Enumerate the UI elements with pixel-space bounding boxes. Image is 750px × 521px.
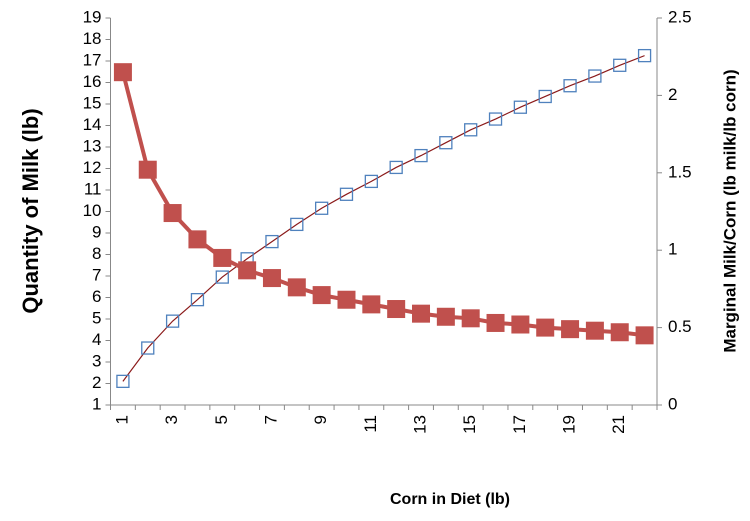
y-tick-label: 13 [83,136,102,155]
marker [364,174,378,189]
marker [610,323,629,342]
marker [163,204,182,223]
marker [116,374,130,389]
marker [563,79,577,93]
marker [414,148,428,163]
y2-tick-label: 1 [668,240,677,259]
y2-tick-label: 2 [668,85,677,104]
marker [585,321,604,340]
series-line [122,55,645,382]
marker [141,341,155,355]
y2-tick-label: 1.5 [668,162,692,181]
marker [588,69,602,83]
marker [511,315,530,334]
marker [238,261,257,280]
x-tick-label: 7 [261,415,280,424]
y-tick-label: 2 [92,373,101,392]
y-tick-label: 8 [92,244,101,263]
x-tick-label: 19 [560,415,579,434]
marker [387,300,406,319]
y2-axis-title: Marginal Milk/Corn (lb milk/lb corn) [720,69,739,352]
y-tick-label: 16 [83,72,102,91]
x-tick-label: 3 [162,415,181,424]
x-tick-label: 1 [112,415,131,424]
y-tick-label: 12 [83,158,102,177]
marker [339,187,354,201]
marker [188,230,207,249]
marker [312,286,331,305]
x-tick-label: 9 [311,415,330,424]
marker [165,314,180,328]
marker [213,248,232,267]
y-tick-label: 18 [83,29,102,48]
marker [337,290,356,309]
marker [536,318,555,337]
y-tick-label: 4 [92,330,101,349]
marker [637,48,652,63]
marker [461,309,480,328]
y-tick-label: 14 [83,115,102,134]
y2-tick-label: 2.5 [668,7,692,26]
x-tick-label: 15 [460,415,479,434]
marker [436,307,455,326]
y-tick-label: 15 [83,93,102,112]
y2-tick-label: 0.5 [668,317,692,336]
x-axis-title: Corn in Diet (lb) [390,491,510,508]
marker [389,160,403,175]
x-tick-label: 5 [212,415,231,424]
y-tick-label: 11 [84,179,102,198]
y-tick-label: 9 [92,222,101,241]
marker [113,63,132,82]
marker [138,160,157,179]
marker [412,304,431,323]
marker [439,136,453,150]
marker [290,217,304,232]
marker [362,295,381,314]
marker [488,112,503,126]
y-tick-label: 6 [92,287,101,306]
marker [190,292,205,307]
y2-tick-label: 0 [668,394,677,413]
marker [486,313,505,332]
marker [635,326,654,345]
x-tick-label: 17 [510,415,529,434]
y-tick-label: 10 [83,201,102,220]
marker [262,269,281,288]
x-tick-label: 11 [361,415,380,433]
y-tick-label: 1 [92,394,101,413]
marker [613,58,627,72]
series-line [120,71,645,338]
y-tick-label: 17 [83,50,102,69]
marker [215,270,229,284]
marker [287,278,306,297]
x-tick-label: 21 [609,415,628,434]
y-tick-label: 5 [92,308,101,327]
marker [561,320,580,339]
y-axis-title: Quantity of Milk (lb) [18,108,43,313]
marker [464,123,478,137]
y-tick-label: 3 [92,351,101,370]
marker [538,89,552,104]
y-tick-label: 7 [92,265,101,284]
y-tick-label: 19 [83,7,102,26]
x-tick-label: 13 [410,415,429,434]
marker [513,100,528,114]
marker [314,201,329,215]
marker [265,234,279,249]
